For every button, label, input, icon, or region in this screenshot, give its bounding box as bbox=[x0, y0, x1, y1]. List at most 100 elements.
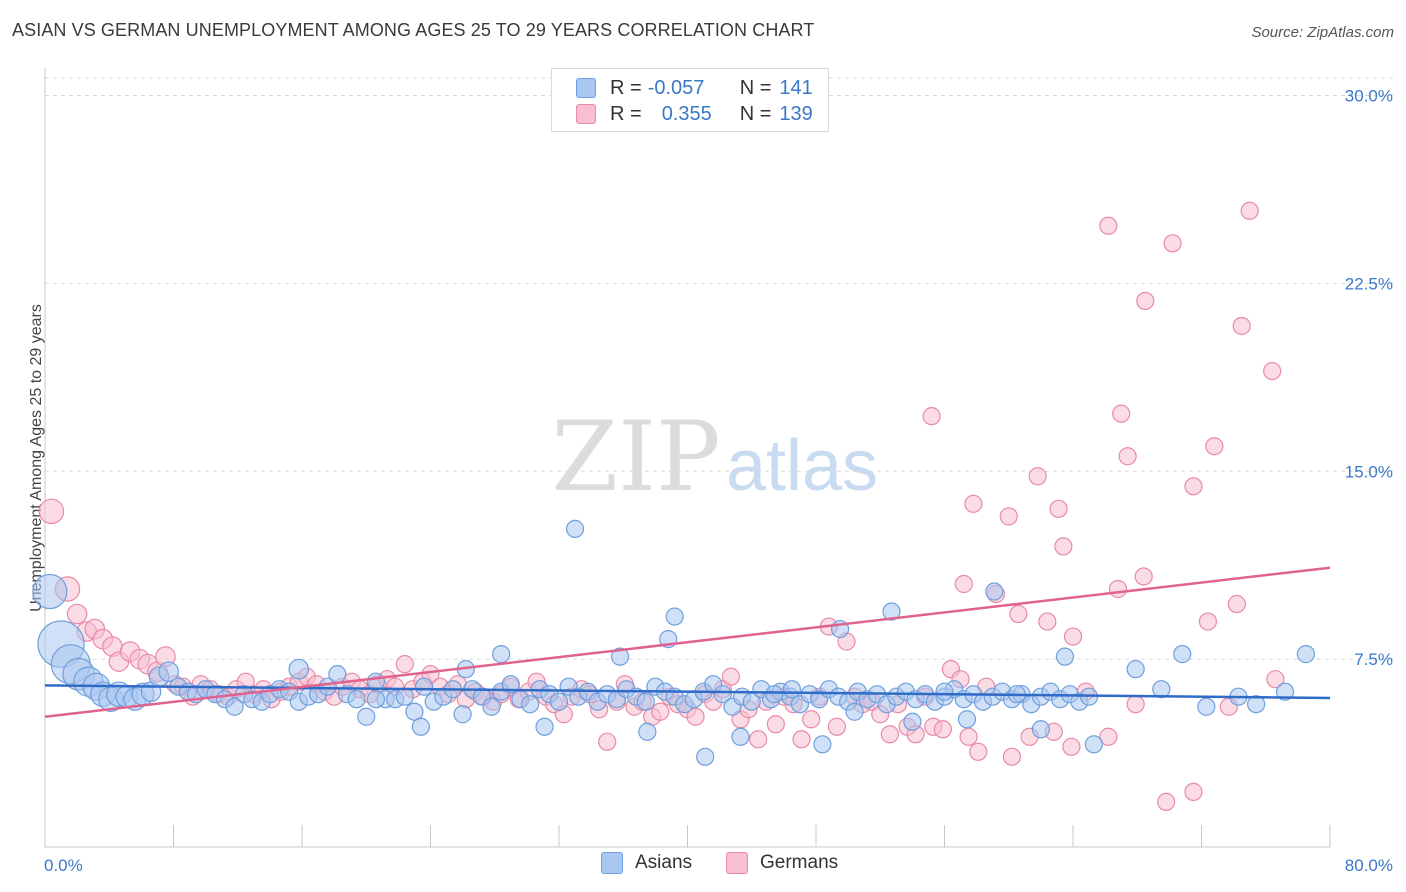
asian-point bbox=[357, 707, 376, 726]
chart-title: ASIAN VS GERMAN UNEMPLOYMENT AMONG AGES … bbox=[12, 20, 815, 40]
axes bbox=[44, 68, 1331, 848]
legend-r-label: R = bbox=[610, 102, 642, 125]
asians-legend-label: Asians bbox=[635, 852, 693, 873]
germans-legend-label: Germans bbox=[760, 852, 839, 873]
asian-point bbox=[845, 702, 864, 721]
german-point bbox=[395, 655, 414, 674]
asian-point bbox=[347, 690, 366, 709]
bottom-legend-germans: Germans bbox=[726, 852, 838, 874]
asian-point bbox=[713, 685, 732, 704]
german-point bbox=[686, 707, 705, 726]
german-point bbox=[1009, 604, 1028, 624]
legend-r-label: R = bbox=[610, 76, 642, 99]
german-point bbox=[933, 720, 952, 739]
asian-point bbox=[1031, 720, 1050, 739]
asian-point bbox=[638, 722, 657, 741]
german-point bbox=[1062, 737, 1081, 756]
x-tick-label-max: 80.0% bbox=[1345, 856, 1393, 875]
asian-point bbox=[1296, 645, 1316, 664]
asian-point bbox=[1055, 647, 1075, 666]
legend-r-value: 0.355 bbox=[661, 102, 712, 125]
correlation-legend: R = -0.057 N = 141 R = 0.355 N = 139 bbox=[551, 68, 829, 132]
german-point bbox=[1002, 747, 1022, 766]
asian-point bbox=[414, 677, 434, 696]
asian-point bbox=[1126, 660, 1145, 679]
german-point bbox=[954, 574, 973, 594]
bottom-legend-asians: Asians bbox=[601, 852, 692, 874]
y-tick-label: 15.0% bbox=[1345, 462, 1393, 481]
asian-point bbox=[636, 692, 655, 711]
asian-point bbox=[935, 682, 954, 701]
legend-n-label: N = bbox=[739, 102, 772, 125]
german-point bbox=[38, 498, 65, 525]
grid bbox=[45, 77, 1394, 660]
german-point bbox=[66, 603, 88, 625]
german-point bbox=[1099, 216, 1118, 235]
german-point bbox=[1049, 499, 1068, 518]
asians-legend-swatch bbox=[601, 852, 623, 874]
asian-point bbox=[610, 647, 630, 666]
legend-n-value: 141 bbox=[779, 76, 813, 99]
asian-point bbox=[565, 519, 585, 538]
asian-point bbox=[520, 695, 540, 714]
german-point bbox=[1126, 695, 1145, 714]
german-point bbox=[1184, 782, 1203, 801]
german-point bbox=[1118, 447, 1137, 466]
german-point bbox=[1136, 291, 1155, 311]
asian-point bbox=[32, 573, 68, 610]
watermark-atlas: atlas bbox=[726, 426, 878, 506]
german-point bbox=[922, 407, 941, 426]
chart-source: Source: ZipAtlas.com bbox=[1251, 24, 1394, 41]
asian-point bbox=[501, 675, 520, 694]
asian-point bbox=[158, 661, 180, 682]
german-point bbox=[721, 667, 740, 686]
germans-trend-line bbox=[44, 566, 1331, 718]
y-tick-label: 7.5% bbox=[1354, 650, 1393, 669]
asian-point bbox=[957, 710, 977, 729]
legend-n-value: 139 bbox=[779, 102, 813, 125]
legend-row-germans: R = 0.355 N = 139 bbox=[576, 102, 813, 126]
asian-point bbox=[813, 735, 832, 754]
german-point bbox=[880, 725, 899, 744]
asian-point bbox=[882, 602, 901, 621]
german-point bbox=[1038, 612, 1057, 631]
asian-point bbox=[366, 690, 385, 709]
x-tick-label-min: 0.0% bbox=[44, 856, 83, 875]
german-point bbox=[1198, 612, 1218, 631]
german-point bbox=[1240, 201, 1259, 220]
asian-point bbox=[1084, 735, 1103, 754]
german-point bbox=[959, 727, 978, 746]
german-point bbox=[1232, 316, 1251, 336]
german-point bbox=[1134, 567, 1153, 586]
asian-point bbox=[1247, 695, 1266, 714]
asians-points bbox=[32, 519, 1316, 766]
german-point bbox=[1108, 579, 1128, 599]
germans-legend-swatch bbox=[726, 852, 748, 874]
german-point bbox=[1063, 627, 1083, 646]
y-tick-label: 22.5% bbox=[1345, 274, 1393, 293]
asian-point bbox=[731, 727, 750, 746]
asian-point bbox=[665, 607, 684, 626]
asian-point bbox=[1173, 645, 1192, 664]
asian-point bbox=[225, 697, 244, 716]
y-tick-label: 30.0% bbox=[1345, 87, 1393, 106]
german-point bbox=[1157, 792, 1176, 812]
tick-labels: 7.5% 15.0% 22.5% 30.0% 0.0% 80.0% bbox=[44, 87, 1393, 875]
german-point bbox=[827, 717, 846, 736]
trend-lines bbox=[44, 566, 1331, 718]
german-point bbox=[792, 730, 811, 749]
asian-point bbox=[903, 712, 922, 731]
asians-trend-line bbox=[44, 684, 1331, 700]
german-point bbox=[651, 702, 670, 721]
german-point bbox=[969, 742, 988, 761]
german-point bbox=[1112, 404, 1131, 423]
asian-point bbox=[405, 702, 424, 721]
asian-point bbox=[1197, 697, 1216, 716]
asian-point bbox=[765, 685, 784, 704]
german-point bbox=[802, 710, 821, 729]
asian-point bbox=[1152, 680, 1171, 699]
asians-swatch bbox=[576, 78, 596, 98]
asian-point bbox=[288, 658, 310, 680]
legend-r-value: -0.057 bbox=[647, 76, 705, 99]
